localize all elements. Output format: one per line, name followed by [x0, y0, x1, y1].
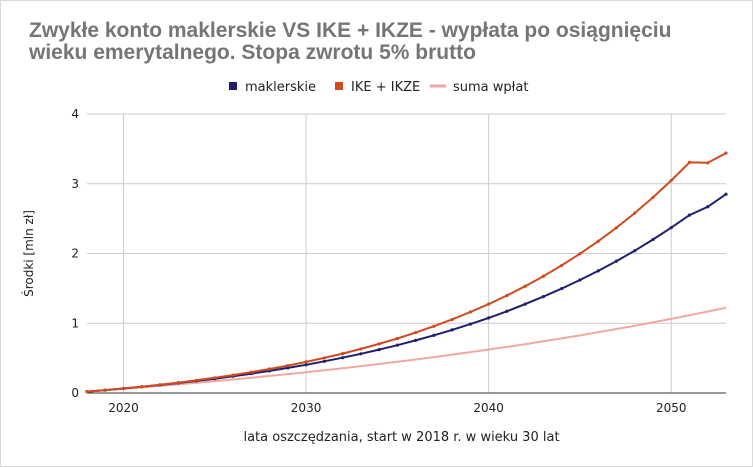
- data-point: [523, 284, 527, 288]
- data-point: [249, 370, 253, 374]
- data-point: [651, 195, 655, 200]
- data-point: [633, 211, 637, 215]
- data-point: [450, 317, 454, 322]
- series-line-1: [86, 152, 727, 393]
- data-point: [432, 333, 436, 337]
- x-tick-label: 2030: [291, 401, 322, 415]
- data-point: [176, 381, 180, 385]
- data-point: [505, 293, 509, 298]
- data-point: [669, 226, 673, 230]
- x-axis-label: lata oszczędzania, start w 2018 r. w wie…: [243, 430, 559, 445]
- y-tick-label: 1: [71, 316, 79, 330]
- series-layer: [85, 151, 728, 394]
- data-point: [560, 286, 564, 291]
- data-point: [487, 302, 491, 306]
- data-point: [724, 151, 728, 155]
- data-point: [541, 274, 546, 278]
- data-point: [377, 342, 381, 346]
- y-tick-label: 3: [71, 177, 79, 191]
- data-point: [341, 356, 345, 360]
- data-point: [596, 239, 600, 243]
- x-tick-label: 2040: [473, 401, 504, 415]
- series-line-2: [86, 306, 727, 393]
- data-point: [121, 386, 126, 391]
- legend: maklerskie IKE + IKZE suma wpłat: [229, 80, 528, 95]
- data-point: [614, 226, 619, 230]
- data-point: [395, 336, 399, 341]
- legend-marker: [229, 82, 237, 90]
- data-point: [560, 263, 564, 268]
- data-point: [578, 278, 582, 282]
- data-point: [322, 359, 326, 363]
- data-point: [322, 356, 326, 360]
- data-point: [487, 316, 491, 320]
- data-point: [651, 237, 655, 242]
- y-tick-label: 2: [71, 247, 79, 261]
- data-point: [194, 378, 199, 382]
- data-point: [633, 249, 637, 253]
- legend-label: IKE + IKZE: [351, 80, 420, 95]
- axes: 0 1 2 3 4 2020 2030 2040 2050: [71, 107, 726, 415]
- chart-title: Zwykłe konto maklerskie VS IKE + IKZE - …: [29, 19, 672, 64]
- data-point: [304, 363, 308, 367]
- data-point: [140, 385, 144, 389]
- y-axis-label: Środki [mln zł]: [21, 210, 36, 297]
- y-tick-label: 0: [71, 386, 79, 400]
- data-point: [505, 309, 509, 313]
- y-tick-label: 4: [71, 107, 79, 121]
- data-point: [669, 178, 673, 183]
- data-point: [596, 269, 600, 273]
- data-point: [468, 322, 472, 326]
- data-point: [85, 390, 89, 394]
- series-line-0: [86, 193, 727, 393]
- data-point: [614, 259, 619, 263]
- legend-marker: [335, 82, 343, 90]
- data-point: [103, 388, 107, 392]
- data-point: [158, 383, 162, 387]
- data-point: [578, 252, 582, 256]
- x-tick-label: 2050: [656, 401, 687, 415]
- data-point: [706, 161, 710, 165]
- data-point: [687, 160, 692, 165]
- data-point: [706, 205, 710, 209]
- data-point: [395, 343, 399, 347]
- data-point: [541, 295, 546, 299]
- legend-label: maklerskie: [245, 80, 316, 95]
- legend-label: suma wpłat: [453, 80, 528, 95]
- x-tick-label: 2020: [108, 401, 139, 415]
- data-point: [341, 351, 345, 356]
- data-point: [414, 330, 418, 335]
- data-point: [523, 302, 527, 306]
- data-point: [432, 324, 436, 328]
- data-point: [286, 363, 290, 368]
- data-point: [213, 376, 217, 380]
- data-point: [359, 347, 363, 351]
- data-point: [304, 360, 308, 364]
- data-point: [359, 352, 363, 356]
- data-point: [468, 310, 472, 314]
- data-point: [377, 348, 381, 352]
- grid: [87, 113, 726, 393]
- data-point: [286, 366, 290, 370]
- data-point: [724, 192, 728, 196]
- data-point: [414, 338, 418, 343]
- data-point: [231, 373, 235, 377]
- data-point: [450, 328, 454, 332]
- data-point: [687, 213, 692, 217]
- data-point: [267, 367, 272, 371]
